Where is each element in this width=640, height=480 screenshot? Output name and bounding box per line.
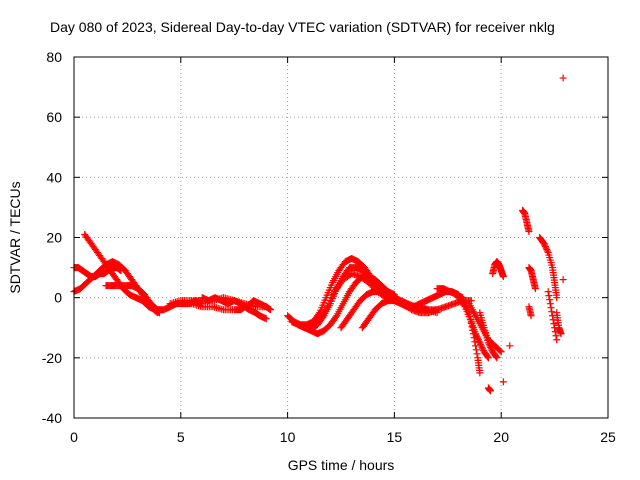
series-arc-16 <box>454 294 492 362</box>
series-arc-19 <box>489 258 507 281</box>
x-tick-label: 25 <box>600 429 616 445</box>
y-tick-label: -20 <box>42 350 62 366</box>
data-point <box>546 296 554 304</box>
data-point <box>472 331 480 339</box>
data-point <box>525 227 533 235</box>
data-point <box>485 340 493 348</box>
series-arc-25 <box>525 303 535 320</box>
data-point <box>473 333 481 341</box>
series-arc-23 <box>519 206 533 235</box>
data-point <box>472 346 480 354</box>
data-point <box>460 301 468 309</box>
x-tick-label: 10 <box>280 429 296 445</box>
data-point <box>542 244 550 252</box>
data-point <box>487 343 495 351</box>
data-point <box>262 315 270 323</box>
x-tick-label: 15 <box>387 429 403 445</box>
data-point <box>506 342 514 350</box>
data-point <box>543 246 551 254</box>
data-point <box>484 354 492 362</box>
data-point <box>477 340 485 348</box>
data-point <box>487 387 495 395</box>
data-point <box>476 369 484 377</box>
data-point <box>559 276 567 284</box>
plot-frame <box>73 56 609 419</box>
series-arc-7 <box>198 294 275 314</box>
y-tick-label: 40 <box>46 169 62 185</box>
data-point <box>544 288 552 296</box>
data-point <box>548 308 556 316</box>
data-point <box>478 343 486 351</box>
grid <box>74 57 608 418</box>
data-point <box>484 353 492 361</box>
x-axis-label: GPS time / hours <box>288 457 395 473</box>
y-tick-label: 80 <box>46 49 62 65</box>
y-axis-label: SDTVAR / TECUs <box>7 181 23 293</box>
series-arc-30 <box>559 74 567 82</box>
data-point <box>540 240 548 248</box>
y-tick-label: -40 <box>42 410 62 426</box>
data-points <box>70 74 567 395</box>
data-point <box>531 285 539 293</box>
y-tick-label: 60 <box>46 109 62 125</box>
data-point <box>329 291 337 299</box>
x-tick-label: 20 <box>493 429 509 445</box>
data-point <box>559 74 567 82</box>
data-point <box>553 336 561 344</box>
data-point <box>325 300 333 308</box>
data-point <box>479 345 487 353</box>
series-arc-18 <box>476 309 501 362</box>
chart-title: Day 080 of 2023, Sidereal Day-to-day VTE… <box>50 19 555 35</box>
data-point <box>499 273 507 281</box>
data-point <box>541 243 549 251</box>
series-arc-14 <box>390 297 475 317</box>
data-point <box>476 339 484 347</box>
axis-ticks: 0 5 10 15 20 25 -40 -20 0 20 40 60 80 <box>42 49 616 445</box>
series-arc-28 <box>553 309 565 338</box>
data-point <box>499 378 507 386</box>
y-tick-label: 20 <box>46 230 62 246</box>
data-point <box>550 320 558 328</box>
series-arc-29 <box>559 276 567 284</box>
data-point <box>323 303 331 311</box>
data-point <box>322 306 330 314</box>
series-arc-24 <box>525 264 539 293</box>
x-tick-label: 0 <box>70 429 78 445</box>
data-point <box>484 339 492 347</box>
series-arc-22 <box>506 342 514 350</box>
series-arc-27 <box>544 288 561 344</box>
data-point <box>492 353 500 361</box>
data-point <box>326 297 334 305</box>
data-point <box>475 337 483 345</box>
data-point <box>267 306 275 314</box>
series-arc-21 <box>499 378 507 386</box>
data-point <box>543 247 551 255</box>
data-point <box>472 330 480 338</box>
data-point <box>474 334 482 342</box>
data-point <box>473 350 481 358</box>
data-point <box>487 345 495 353</box>
data-point <box>486 342 494 350</box>
data-point <box>496 347 504 355</box>
data-point <box>541 241 549 249</box>
x-tick-label: 5 <box>177 429 185 445</box>
data-point <box>497 348 505 356</box>
data-point <box>328 294 336 302</box>
data-point <box>545 292 553 300</box>
data-point <box>557 330 565 338</box>
series-arc-3 <box>81 230 163 317</box>
series-arc-20 <box>484 384 495 395</box>
data-point <box>552 332 560 340</box>
data-point <box>332 313 340 321</box>
data-point <box>527 312 535 320</box>
data-point <box>553 294 561 302</box>
data-point <box>474 336 482 344</box>
series-arc-26 <box>536 234 561 302</box>
data-point <box>547 304 555 312</box>
data-point <box>493 354 501 362</box>
data-point <box>477 342 485 350</box>
data-point <box>546 300 554 308</box>
y-tick-label: 0 <box>54 290 62 306</box>
